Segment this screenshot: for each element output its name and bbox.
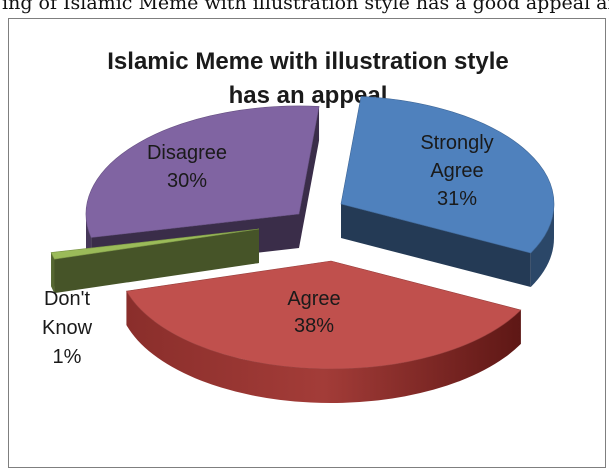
pie-slice-category-label: Agree — [430, 160, 483, 182]
pie-slices — [50, 96, 555, 403]
pie-slice-category-label: Strongly — [420, 132, 493, 154]
chart-title: Islamic Meme with illustration stylehas … — [107, 48, 508, 109]
pie-slice-3 — [50, 228, 260, 294]
document-top-text: ing of Islamic Meme with illustration st… — [0, 0, 609, 18]
pie-slice-rim — [530, 204, 554, 288]
pie-slice-top — [340, 96, 555, 254]
pie-slice-category-label: Know — [42, 317, 93, 339]
pie-slice-wall — [51, 229, 259, 287]
pie-slice-value-label: 30% — [167, 170, 207, 192]
pie-slice-rim — [51, 252, 55, 294]
pie-slice-wall — [341, 204, 531, 288]
document-top-text-line: ing of Islamic Meme with illustration st… — [2, 0, 609, 14]
pie-slice-category-label: Don't — [44, 288, 91, 310]
pie-slice-top — [85, 105, 320, 238]
pie-slice-rim — [126, 291, 521, 403]
pie-slice-value-label: 38% — [294, 315, 334, 337]
pie-chart: Islamic Meme with illustration stylehas … — [42, 48, 555, 403]
pie-slice-1 — [340, 96, 555, 288]
chart-title-line-1: Islamic Meme with illustration style — [107, 48, 508, 75]
pie-slice-wall — [299, 106, 320, 248]
pie-slice-category-label: Agree — [287, 288, 340, 310]
pie-slice-2 — [125, 260, 522, 403]
chart-frame: Islamic Meme with illustration style has … — [8, 18, 606, 468]
pie-slice-top — [125, 260, 522, 370]
pie-slice-value-label: 1% — [53, 346, 82, 368]
pie-slice-top — [50, 228, 260, 260]
pie-slice-value-label: 31% — [437, 188, 477, 210]
pie-slice-category-label: Disagree — [147, 142, 227, 164]
pie-labels: Strongly Agree 31% Agree 38% Don't Know 1% Disag… — [42, 132, 494, 368]
